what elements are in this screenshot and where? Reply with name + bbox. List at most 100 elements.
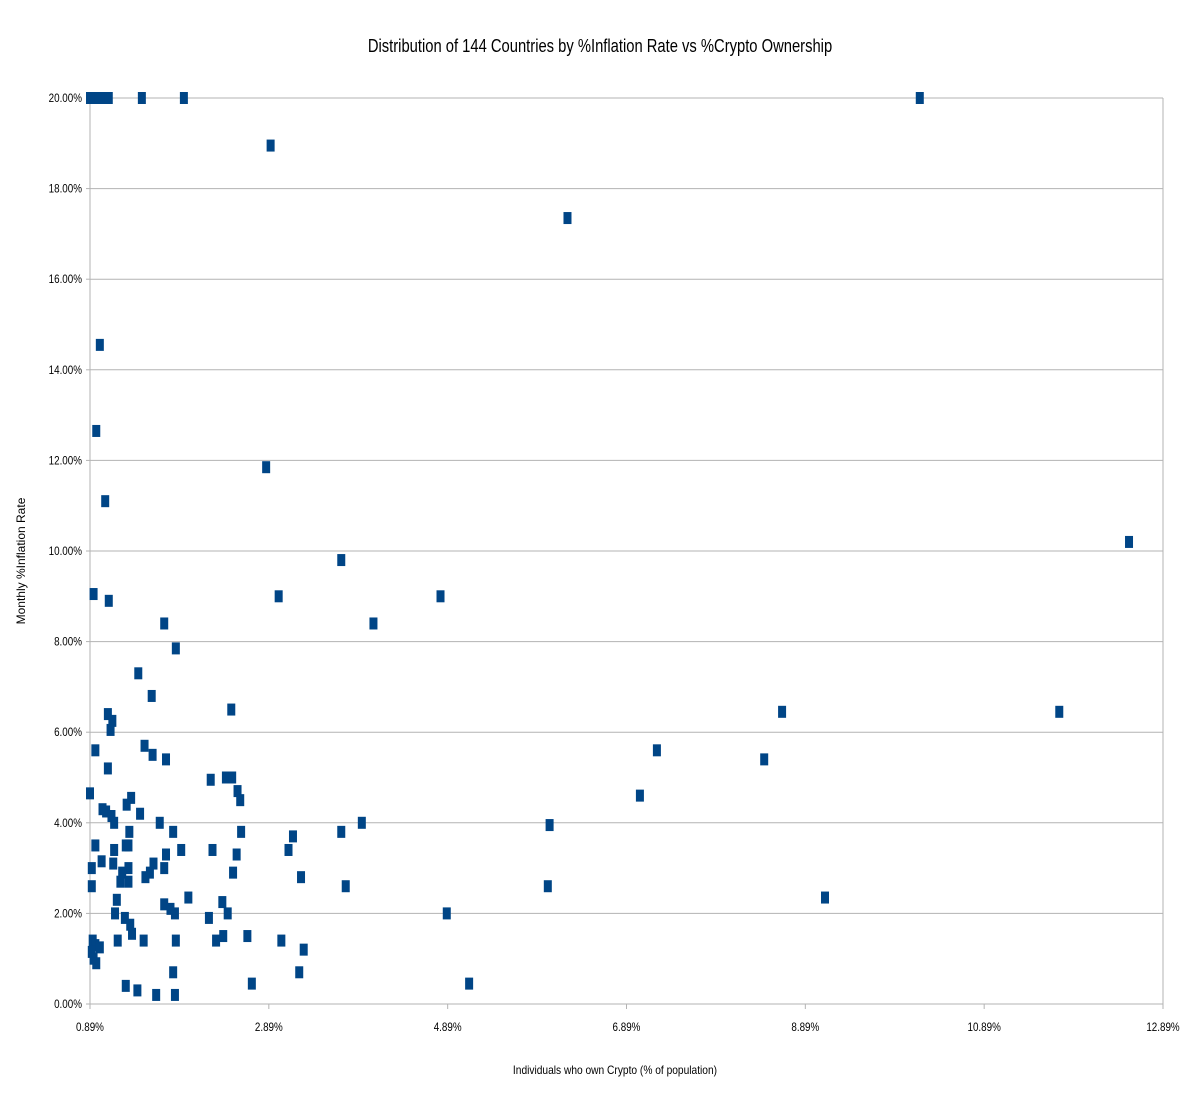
data-point	[262, 461, 271, 474]
y-tick-labels: 0.00% 2.00% 4.00% 6.00% 8.00% 10.00% 12.00% 14.…	[49, 92, 83, 1011]
data-point	[112, 893, 121, 906]
data-point	[228, 771, 237, 784]
data-point	[179, 92, 188, 104]
data-point	[155, 816, 164, 829]
data-point	[101, 495, 110, 508]
data-point	[109, 857, 118, 870]
data-point	[127, 791, 136, 804]
y-tick-label: 6.00%	[54, 726, 82, 739]
data-point	[297, 871, 306, 884]
data-point	[107, 810, 116, 823]
data-point	[118, 866, 127, 879]
data-point	[204, 911, 213, 924]
data-point	[148, 748, 157, 761]
data-point	[152, 988, 161, 1001]
data-point	[299, 943, 308, 956]
data-point	[1125, 535, 1134, 548]
data-point	[171, 934, 180, 947]
data-point	[133, 984, 142, 997]
data-point	[106, 723, 115, 736]
data-point	[160, 617, 169, 630]
data-point	[208, 843, 217, 856]
data-point	[1055, 705, 1064, 718]
data-point	[145, 866, 154, 879]
y-tick-label: 18.00%	[49, 183, 83, 196]
data-point	[124, 839, 133, 852]
data-point	[206, 773, 215, 786]
y-tick-label: 20.00%	[49, 92, 83, 105]
data-point	[543, 880, 552, 893]
data-point	[149, 857, 158, 870]
data-point	[357, 816, 366, 829]
data-point	[915, 92, 924, 104]
data-point	[184, 891, 193, 904]
data-point	[465, 977, 474, 990]
data-point	[436, 590, 445, 603]
x-tick-label: 0.89%	[76, 1021, 104, 1034]
data-point	[147, 689, 156, 702]
y-tick-label: 2.00%	[54, 908, 82, 921]
data-point	[97, 855, 106, 868]
data-point	[113, 934, 122, 947]
x-axis-title: Individuals who own Crypto (% of populat…	[512, 1063, 718, 1077]
data-point	[136, 807, 145, 820]
data-point	[277, 934, 286, 947]
data-point	[169, 825, 178, 838]
data-point	[212, 934, 221, 947]
data-point	[563, 212, 572, 225]
data-point	[760, 753, 769, 766]
data-point	[87, 880, 96, 893]
data-points	[86, 92, 1134, 1001]
data-point	[295, 966, 304, 979]
data-point	[369, 617, 378, 630]
x-tick-label: 12.89%	[1146, 1021, 1180, 1034]
data-point	[95, 941, 104, 954]
data-point	[116, 875, 125, 888]
data-point	[227, 703, 236, 716]
gridlines	[90, 97, 1163, 1005]
data-point	[170, 988, 179, 1001]
chart-title: Distribution of 144 Countries by %Inflat…	[367, 36, 833, 56]
data-point	[108, 714, 117, 727]
x-tick-label: 6.89%	[613, 1021, 641, 1034]
data-point	[139, 934, 148, 947]
x-tick-label: 4.89%	[434, 1021, 462, 1034]
data-point	[160, 862, 169, 875]
data-point	[126, 918, 135, 931]
data-point	[91, 939, 100, 952]
data-point	[652, 744, 661, 757]
data-point	[122, 798, 131, 811]
data-point	[110, 843, 119, 856]
y-tick-label: 12.00%	[49, 455, 83, 468]
data-point	[87, 862, 96, 875]
data-point	[247, 977, 256, 990]
y-tick-label: 16.00%	[49, 273, 83, 286]
data-point	[125, 825, 134, 838]
data-point	[219, 930, 228, 943]
data-point	[141, 871, 150, 884]
data-point	[121, 979, 130, 992]
data-point	[140, 739, 149, 752]
data-point	[134, 667, 143, 680]
data-point	[545, 819, 554, 832]
data-point	[170, 907, 179, 920]
data-point	[821, 891, 830, 904]
data-point	[128, 927, 137, 940]
x-tick-label: 10.89%	[967, 1021, 1001, 1034]
data-point	[236, 794, 245, 807]
data-point	[91, 839, 100, 852]
y-tick-label: 0.00%	[54, 998, 82, 1011]
data-point	[288, 830, 297, 843]
data-point	[104, 594, 113, 607]
x-tick-label: 2.89%	[255, 1021, 283, 1034]
data-point	[635, 789, 644, 802]
data-point	[177, 843, 186, 856]
axes	[86, 97, 1164, 1009]
data-point	[120, 911, 129, 924]
y-tick-label: 8.00%	[54, 636, 82, 649]
data-point	[103, 762, 112, 775]
data-point	[218, 896, 227, 909]
data-point	[110, 816, 119, 829]
data-point	[169, 966, 178, 979]
